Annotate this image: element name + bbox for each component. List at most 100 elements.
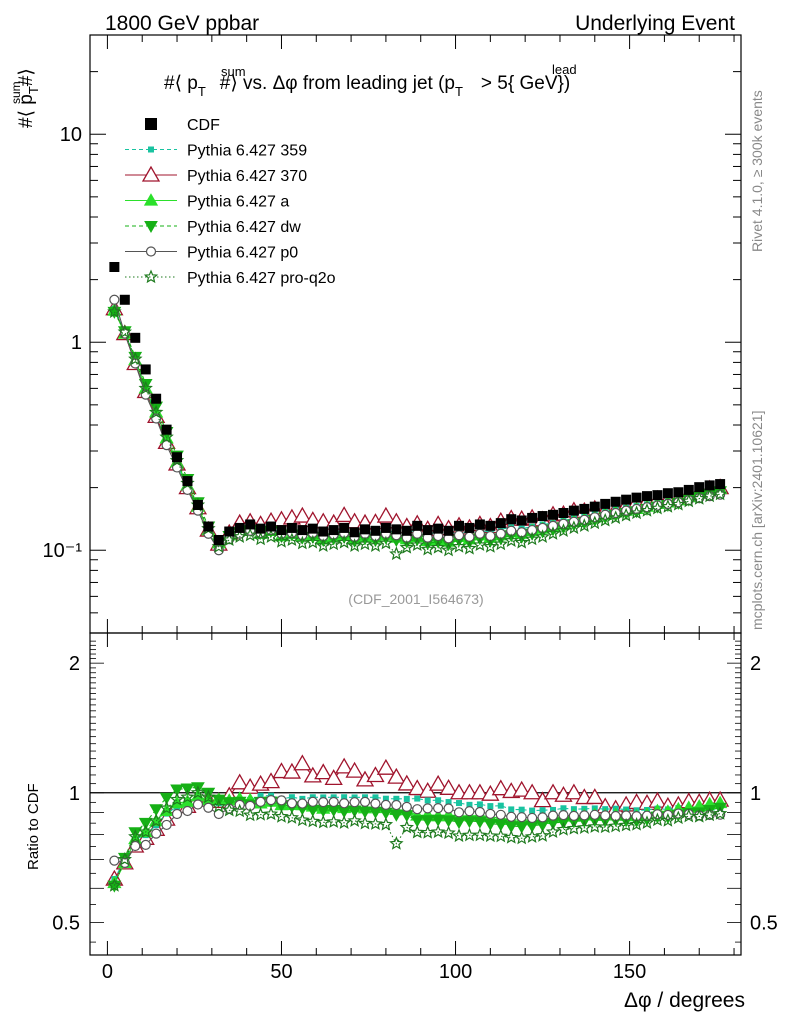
data-point-pq2o — [608, 510, 623, 525]
ratio-point-p370 — [470, 783, 490, 800]
data-point-pq2o — [535, 529, 550, 544]
data-point-pq2o — [305, 534, 320, 549]
y-tick-label: 10⁻¹ — [43, 540, 83, 562]
ratio-point-pp0 — [631, 811, 642, 822]
data-point-cdf — [464, 522, 475, 533]
data-point-cdf — [642, 491, 653, 502]
x-axis-label: Δφ / degrees — [624, 989, 745, 1012]
analysis-id: (CDF_2001_I564673) — [348, 591, 483, 607]
main-y-label-a: #⟨ p — [16, 94, 37, 128]
data-point-cdf — [286, 522, 297, 533]
data-point-pq2o — [441, 542, 456, 557]
legend: CDF Pythia 6.427 359 Pythia 6.427 370 Pythi… — [125, 117, 336, 287]
data-point-cdf — [328, 525, 339, 536]
series-line-pq2o — [113, 311, 721, 555]
ratio-point-pp0 — [171, 808, 183, 820]
ratio-point-pdw — [180, 783, 195, 796]
ratio-point-pdw — [483, 818, 498, 831]
data-point-pq2o — [148, 404, 164, 419]
ratio-axis-ticks: 0 50 100 150 2 2 1 1 0.5 0.5 — [52, 633, 778, 983]
ratio-point-pq2o — [221, 802, 237, 817]
ratio-point-pp0 — [297, 798, 308, 809]
ratio-point-p359 — [497, 802, 504, 809]
side-label-top: Rivet 4.1.0, ≥ 300k events — [749, 90, 765, 252]
ratio-point-p370 — [261, 772, 281, 789]
ratio-point-pdw — [452, 817, 466, 830]
ratio-point-p359 — [456, 800, 463, 807]
svg-text:#⟨ pT#⟩ vs. Δφ from leading je: #⟨ pT #⟩ vs. Δφ from leading jet (pT > 5{ … — [164, 73, 570, 99]
data-point-pp0 — [474, 528, 486, 539]
data-point-cdf — [172, 452, 183, 463]
ratio-point-pq2o — [618, 817, 634, 832]
data-point-cdf — [318, 526, 329, 537]
data-point-pq2o — [524, 531, 540, 546]
ratio-point-pq2o — [284, 810, 300, 824]
ratio-point-pq2o — [378, 816, 394, 831]
data-point-pp0 — [537, 522, 548, 534]
ratio-point-pq2o — [566, 821, 582, 835]
data-point-cdf — [621, 494, 632, 505]
data-point-cdf — [568, 505, 579, 516]
ratio-point-pp0 — [537, 812, 548, 823]
y-tick-label: 1 — [71, 332, 82, 354]
data-point-pq2o — [639, 503, 655, 517]
data-point-pq2o — [420, 541, 435, 556]
ratio-point-pdw — [128, 827, 143, 840]
data-point-pp0 — [464, 531, 475, 542]
title-sub-t2: T — [455, 84, 463, 99]
ratio-point-p359 — [424, 797, 431, 804]
ratio-plot-marks — [105, 754, 730, 893]
ratio-point-pp0 — [412, 804, 423, 815]
main-y-label-b: #⟩ — [16, 68, 37, 86]
data-point-cdf — [548, 509, 559, 520]
data-point-cdf — [474, 519, 485, 530]
ratio-point-pp0 — [276, 795, 287, 806]
y-tick-label: 2 — [69, 653, 80, 675]
legend-marker-cdf — [145, 118, 157, 130]
data-point-pq2o — [556, 523, 571, 537]
ratio-point-pp0 — [318, 797, 329, 808]
legend-marker-p359 — [148, 146, 154, 153]
legend-marker-pa — [143, 193, 159, 206]
data-point-pq2o — [336, 534, 352, 549]
ratio-point-pdw — [159, 792, 174, 805]
data-point-pq2o — [691, 491, 707, 505]
data-point-cdf — [715, 479, 726, 490]
data-point-cdf — [506, 514, 517, 525]
ratio-point-pp0 — [600, 810, 611, 821]
ratio-point-pq2o — [305, 813, 320, 828]
data-point-cdf — [495, 518, 506, 529]
data-point-pq2o — [117, 324, 132, 339]
legend-label-pa: Pythia 6.427 a — [187, 194, 289, 211]
data-point-pq2o — [462, 540, 477, 555]
ratio-point-pq2o — [315, 814, 331, 829]
ratio-point-p370 — [282, 762, 302, 779]
data-point-cdf — [610, 496, 621, 507]
data-point-pq2o — [159, 429, 174, 444]
data-point-pq2o — [389, 546, 404, 561]
legend-marker-p370 — [141, 165, 161, 182]
data-point-cdf — [224, 526, 235, 537]
ratio-point-p370 — [439, 778, 458, 795]
ratio-point-pq2o — [128, 829, 143, 843]
ratio-point-pq2o — [691, 809, 707, 823]
ratio-point-pq2o — [232, 803, 247, 818]
data-point-cdf — [234, 522, 245, 533]
legend-marker-pdw — [144, 221, 158, 234]
data-point-pq2o — [347, 538, 362, 553]
data-point-cdf — [485, 520, 496, 531]
data-point-cdf — [213, 534, 224, 545]
ratio-point-pq2o — [409, 824, 425, 839]
ratio-point-pdw — [389, 809, 404, 822]
data-point-pq2o — [357, 536, 373, 551]
data-point-cdf — [589, 501, 600, 512]
x-tick-label: 0 — [102, 961, 113, 983]
ratio-point-pp0 — [589, 809, 600, 820]
ratio-point-pq2o — [702, 807, 717, 822]
ratio-point-p359 — [435, 797, 442, 804]
ratio-point-pq2o — [660, 813, 676, 827]
title-sup-lead: lead — [552, 62, 577, 77]
ratio-point-pp0 — [151, 828, 162, 839]
ratio-point-pq2o — [472, 827, 488, 842]
